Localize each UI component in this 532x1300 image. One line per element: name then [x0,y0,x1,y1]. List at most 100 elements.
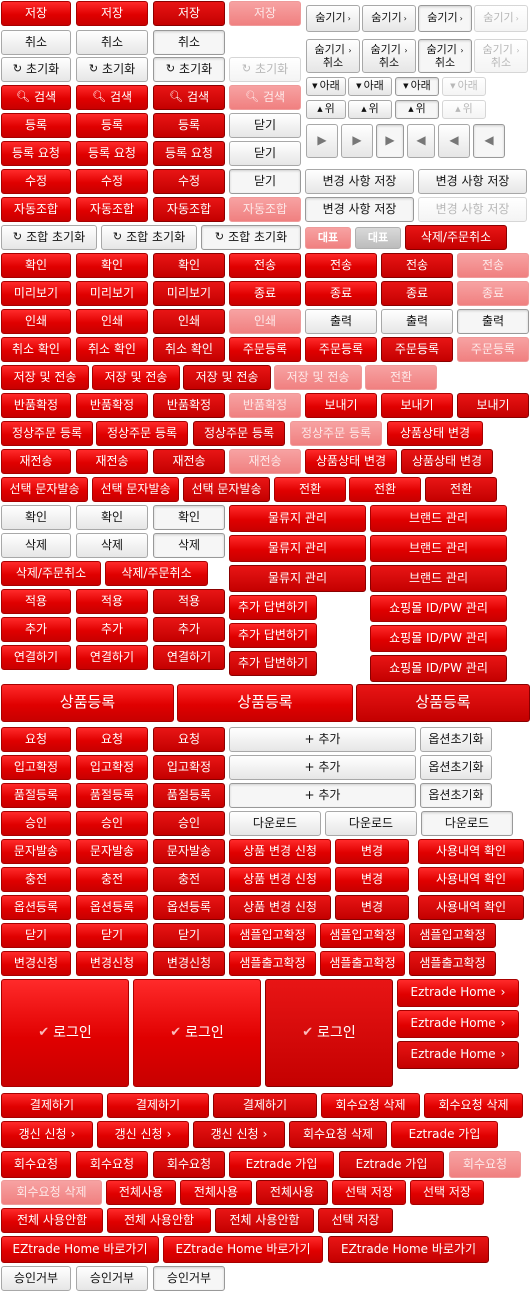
send-out-button[interactable]: 보내기 [305,393,377,418]
combo-reset-button[interactable]: ↻ 조합 초기화 [201,225,301,250]
save-changes-button[interactable]: 변경 사항 저장 [418,169,527,194]
prev-arrow-button[interactable]: ◀ [438,124,470,158]
confirm-button[interactable]: 확인 [153,505,225,530]
return-confirm-button[interactable]: 반품확정 [1,393,71,418]
plus-add-button[interactable]: + 추가 [229,783,416,808]
end-button[interactable]: 종료 [381,281,453,306]
down-button[interactable]: ▼ 아래 [348,77,392,96]
switch-button[interactable]: 전환 [349,477,421,502]
apply-button[interactable]: 적용 [153,589,225,614]
add-button[interactable]: 추가 [1,617,71,642]
product-register-button[interactable]: 상품등록 [1,684,174,722]
modify-button[interactable]: 수정 [1,169,71,194]
output-button[interactable]: 출력 [305,309,377,334]
normal-order-register-button[interactable]: 정상주문 등록 [193,421,285,446]
normal-order-register-button[interactable]: 정상주문 등록 [1,421,93,446]
hide-button[interactable]: 숨기기 › [362,5,416,32]
plus-add-button[interactable]: + 추가 [229,727,416,752]
reject-approval-button[interactable]: 승인거부 [1,1266,71,1291]
sample-out-confirm-button[interactable]: 샘플출고확정 [229,951,316,976]
save-button[interactable]: 저장 [76,1,148,26]
usage-confirm-button[interactable]: 사용내역 확인 [418,895,524,920]
confirm-button[interactable]: 확인 [1,253,71,278]
hide-cancel-button[interactable]: 숨기기 › 취소 [362,39,416,73]
add-answer-button[interactable]: 추가 답변하기 [229,595,317,620]
prev-arrow-button[interactable]: ◀ [473,124,505,158]
logistics-manage-button[interactable]: 물류지 관리 [229,535,366,562]
approve-button[interactable]: 승인 [76,811,148,836]
connect-button[interactable]: 연결하기 [1,645,71,670]
combo-reset-button[interactable]: ↻ 조합 초기화 [101,225,197,250]
eztrade-home-go-button[interactable]: EZtrade Home 바로가기 [1,1236,159,1263]
select-sms-button[interactable]: 선택 문자발송 [183,477,270,502]
auto-combine-button[interactable]: 자동조합 [1,197,71,222]
brand-manage-button[interactable]: 브랜드 관리 [370,505,507,532]
save-and-send-button[interactable]: 저장 및 전송 [1,365,89,390]
cancel-button[interactable]: 취소 [153,30,225,55]
request-button[interactable]: 요청 [1,727,71,752]
delete-order-cancel-button[interactable]: 삭제/주문취소 [105,561,208,586]
option-reset-button[interactable]: 옵션초기화 [420,727,492,752]
add-button[interactable]: 추가 [76,617,148,642]
save-button[interactable]: 저장 [153,1,225,26]
pay-button[interactable]: 결제하기 [1,1093,103,1118]
reset-button[interactable]: ↻ 초기화 [1,57,71,82]
output-button[interactable]: 출력 [457,309,529,334]
return-request-button[interactable]: 회수요청 [153,1151,225,1178]
sms-send-button[interactable]: 문자발송 [1,839,71,864]
switch-button[interactable]: 전환 [425,477,497,502]
product-status-change-button[interactable]: 상품상태 변경 [305,449,397,474]
eztrade-join-button[interactable]: Eztrade 가입 [391,1121,498,1148]
confirm-button[interactable]: 확인 [76,253,148,278]
brand-manage-button[interactable]: 브랜드 관리 [370,535,507,562]
sample-out-confirm-button[interactable]: 샘플출고확정 [409,951,496,976]
approve-button[interactable]: 승인 [153,811,225,836]
brand-manage-button[interactable]: 브랜드 관리 [370,565,507,592]
delete-button[interactable]: 삭제 [153,533,225,558]
send-button[interactable]: 전송 [229,253,301,278]
save-button[interactable]: 저장 [1,1,71,26]
output-button[interactable]: 출력 [381,309,453,334]
add-button[interactable]: 추가 [153,617,225,642]
save-and-send-button[interactable]: 저장 및 전송 [183,365,271,390]
product-register-button[interactable]: 상품등록 [356,684,530,722]
download-button[interactable]: 다운로드 [421,811,513,836]
hide-cancel-button[interactable]: 숨기기 › 취소 [306,39,360,73]
end-button[interactable]: 종료 [229,281,301,306]
register-request-button[interactable]: 등록 요청 [153,141,225,166]
search-button[interactable]: 🔍︎ 검색 [76,85,148,110]
eztrade-join-button[interactable]: Eztrade 가입 [339,1151,444,1178]
reset-button[interactable]: ↻ 초기화 [76,57,148,82]
cancel-button[interactable]: 취소 [1,30,71,55]
eztrade-home-button[interactable]: Eztrade Home › [397,1010,519,1038]
prev-arrow-button[interactable]: ◀ [407,124,435,158]
search-button[interactable]: 🔍︎ 검색 [153,85,225,110]
close-button[interactable]: 닫기 [229,113,301,138]
charge-button[interactable]: 충전 [153,867,225,892]
change-request-button[interactable]: 변경신청 [1,951,71,976]
add-answer-button[interactable]: 추가 답변하기 [229,623,317,648]
option-register-button[interactable]: 옵션등록 [153,895,225,920]
resend-button[interactable]: 재전송 [153,449,225,474]
select-save-button[interactable]: 선택 저장 [318,1208,393,1233]
renew-request-button[interactable]: 갱신 신청 › [193,1121,285,1148]
cancel-button[interactable]: 취소 [76,30,148,55]
charge-button[interactable]: 충전 [1,867,71,892]
send-button[interactable]: 전송 [305,253,377,278]
all-use-button[interactable]: 전체사용 [180,1180,252,1205]
pay-button[interactable]: 결제하기 [107,1093,209,1118]
select-save-button[interactable]: 선택 저장 [332,1180,406,1205]
register-request-button[interactable]: 등록 요청 [76,141,148,166]
sample-in-confirm-button[interactable]: 샘플입고확정 [229,923,316,948]
send-button[interactable]: 전송 [381,253,453,278]
usage-confirm-button[interactable]: 사용내역 확인 [418,867,524,892]
option-register-button[interactable]: 옵션등록 [76,895,148,920]
sample-out-confirm-button[interactable]: 샘플출고확정 [320,951,405,976]
usage-confirm-button[interactable]: 사용내역 확인 [418,839,524,864]
auto-combine-button[interactable]: 자동조합 [153,197,225,222]
add-answer-button[interactable]: 추가 답변하기 [229,651,317,676]
charge-button[interactable]: 충전 [76,867,148,892]
product-register-button[interactable]: 상품등록 [177,684,353,722]
change-request-button[interactable]: 변경신청 [76,951,148,976]
download-button[interactable]: 다운로드 [229,811,321,836]
